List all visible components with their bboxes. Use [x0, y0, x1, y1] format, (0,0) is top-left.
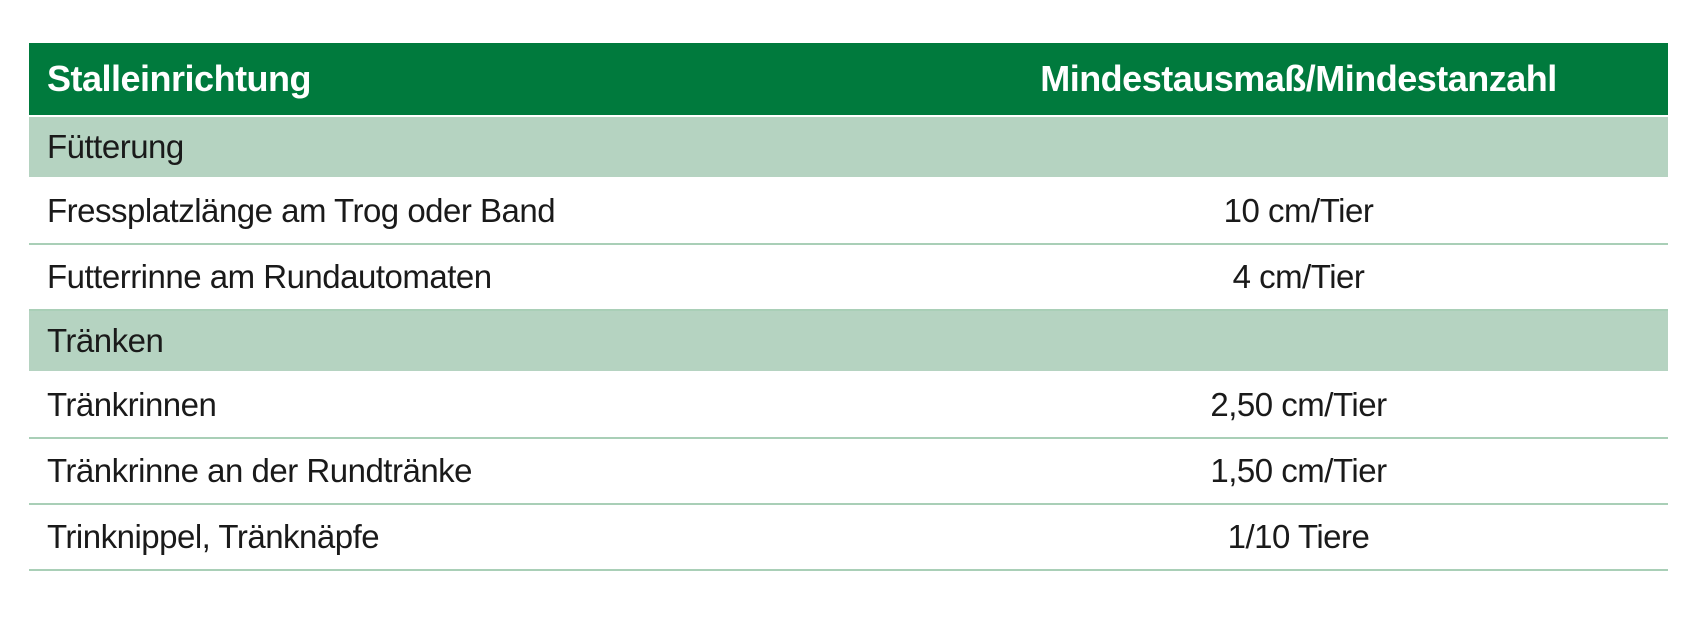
header-cell: Mindestausmaß/Mindestanzahl	[929, 43, 1668, 116]
section-row: Fütterung	[29, 115, 1668, 179]
label-cell: Fressplatzlänge am Trog oder Band	[29, 178, 929, 245]
label-cell: Futterrinne am Rundautomaten	[29, 244, 929, 311]
table: Stalleinrichtung Mindestausmaß/Mindestan…	[29, 43, 1668, 571]
value-cell: 1,50 cm/Tier	[929, 438, 1668, 505]
section-cell: Fütterung	[29, 115, 1668, 179]
data-row: Tränkrinnen 2,50 cm/Tier	[29, 372, 1668, 439]
section-cell: Tränken	[29, 309, 1668, 373]
header-cell: Stalleinrichtung	[29, 43, 929, 116]
value-cell: 10 cm/Tier	[929, 178, 1668, 245]
header-row: Stalleinrichtung Mindestausmaß/Mindestan…	[29, 43, 1668, 116]
value-cell: 1/10 Tiere	[929, 504, 1668, 571]
section-row: Tränken	[29, 309, 1668, 373]
label-cell: Tränkrinnen	[29, 372, 929, 439]
data-row: Fressplatzlänge am Trog oder Band 10 cm/T…	[29, 178, 1668, 245]
data-row: Futterrinne am Rundautomaten 4 cm/Tier	[29, 244, 1668, 311]
data-row: Trinknippel, Tränknäpfe 1/10 Tiere	[29, 504, 1668, 571]
table-body: Fütterung Fressplatzlänge am Trog oder Ba…	[29, 115, 1668, 571]
label-cell: Trinknippel, Tränknäpfe	[29, 504, 929, 571]
value-cell: 2,50 cm/Tier	[929, 372, 1668, 439]
data-row: Tränkrinne an der Rundtränke 1,50 cm/Tier	[29, 438, 1668, 505]
label-cell: Tränkrinne an der Rundtränke	[29, 438, 929, 505]
value-cell: 4 cm/Tier	[929, 244, 1668, 311]
